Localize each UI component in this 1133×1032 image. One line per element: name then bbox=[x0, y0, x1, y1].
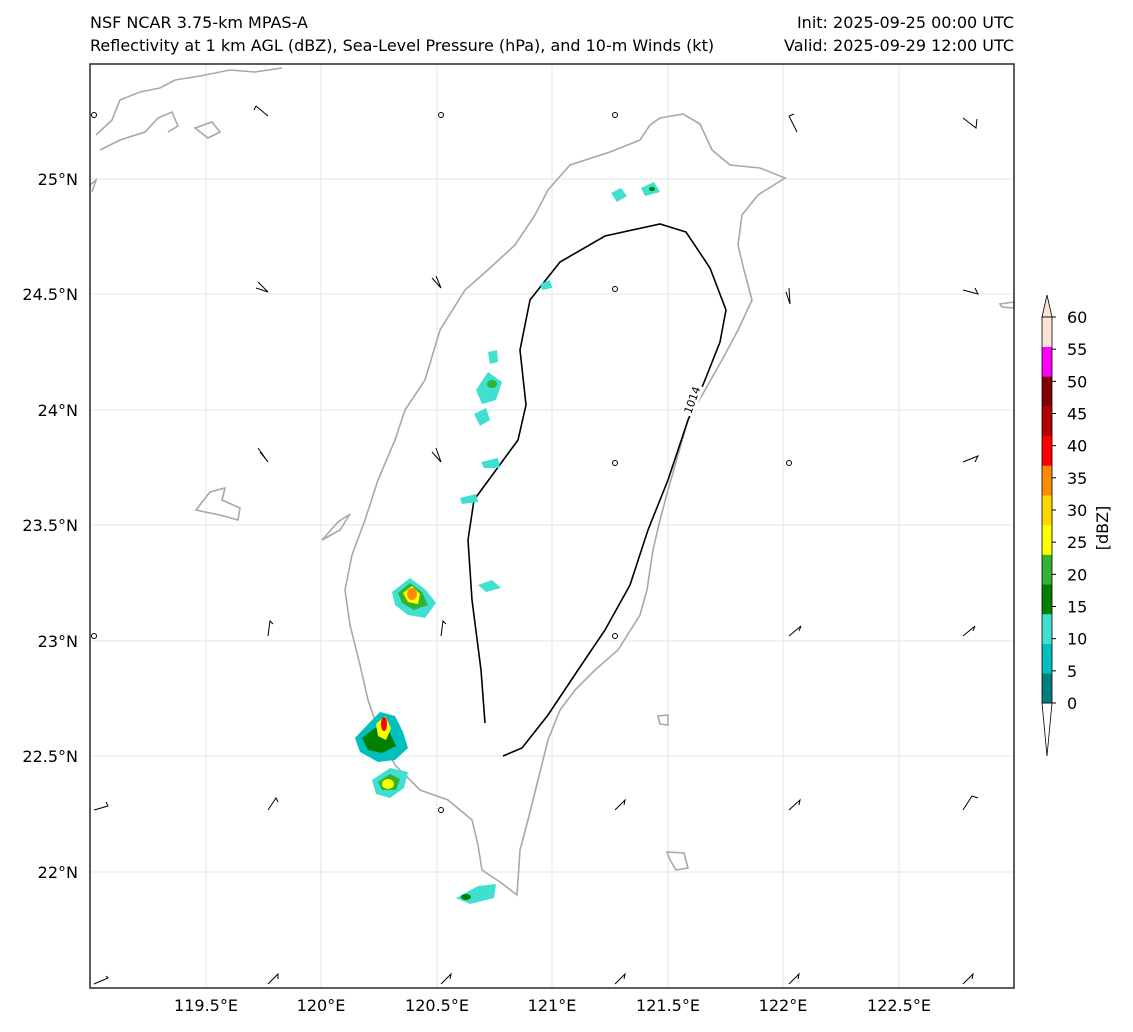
lanyu-island bbox=[665, 851, 689, 871]
wind-barbs bbox=[91, 105, 980, 985]
colorbar-swatch bbox=[1042, 346, 1052, 377]
y-axis-ticks: 25°N 24.5°N 24°N 23.5°N 23°N 22.5°N 22°N bbox=[22, 170, 78, 882]
coastlines bbox=[89, 67, 1015, 897]
colorbar-swatch bbox=[1042, 554, 1052, 585]
mainland-coastline bbox=[89, 67, 1015, 541]
reflectivity-cells bbox=[355, 182, 660, 904]
field-title: Reflectivity at 1 km AGL (dBZ), Sea-Leve… bbox=[90, 36, 715, 55]
colorbar-swatch bbox=[1042, 495, 1052, 526]
colorbar-tick-label: 15 bbox=[1067, 598, 1087, 617]
y-tick-label: 22.5°N bbox=[22, 747, 78, 766]
x-axis-ticks: 119.5°E 120°E 120.5°E 121°E 121.5°E 122°… bbox=[174, 996, 931, 1015]
y-tick-label: 23.5°N bbox=[22, 516, 78, 535]
reflectivity-cell bbox=[456, 884, 496, 904]
y-tick-label: 25°N bbox=[38, 170, 78, 189]
colorbar-tick-label: 40 bbox=[1067, 437, 1087, 456]
x-tick-label: 121.5°E bbox=[636, 996, 700, 1015]
colorbar-swatch bbox=[1042, 406, 1052, 437]
colorbar-tick-label: 35 bbox=[1067, 469, 1087, 488]
colorbar-swatch bbox=[1042, 317, 1052, 347]
penghu-islands bbox=[194, 486, 241, 522]
isobar-label-bg bbox=[679, 382, 705, 418]
colorbar: 0 5 10 15 20 25 30 35 40 45 50 55 60 [dBZ] bbox=[1041, 294, 1112, 757]
x-tick-label: 121°E bbox=[528, 996, 577, 1015]
x-tick-label: 122°E bbox=[759, 996, 808, 1015]
colorbar-swatch bbox=[1042, 465, 1052, 496]
x-tick-label: 119.5°E bbox=[174, 996, 238, 1015]
colorbar-bottom-extend bbox=[1041, 702, 1053, 757]
colorbar-tick-label: 10 bbox=[1067, 630, 1087, 649]
x-tick-label: 120°E bbox=[297, 996, 346, 1015]
colorbar-tick-label: 0 bbox=[1067, 694, 1077, 713]
colorbar-tick-label: 55 bbox=[1067, 340, 1087, 359]
colorbar-top-extend bbox=[1041, 294, 1053, 318]
colorbar-tick-label: 50 bbox=[1067, 372, 1087, 391]
x-tick-label: 120.5°E bbox=[405, 996, 469, 1015]
colorbar-tick-label: 45 bbox=[1067, 405, 1087, 424]
map-frame bbox=[89, 63, 1015, 989]
colorbar-swatch bbox=[1042, 673, 1052, 704]
model-title: NSF NCAR 3.75-km MPAS-A bbox=[90, 13, 308, 32]
colorbar-swatch bbox=[1042, 643, 1052, 674]
valid-time: Valid: 2025-09-29 12:00 UTC bbox=[783, 36, 1014, 55]
y-tick-label: 24.5°N bbox=[22, 285, 78, 304]
colorbar-tick-label: 25 bbox=[1067, 533, 1087, 552]
reflectivity-cell bbox=[460, 182, 660, 592]
taiwan-coastline bbox=[344, 113, 787, 897]
x-tick-label: 122.5°E bbox=[867, 996, 931, 1015]
reflectivity-cell bbox=[392, 578, 436, 618]
init-time: Init: 2025-09-25 00:00 UTC bbox=[796, 13, 1014, 32]
colorbar-swatch bbox=[1042, 435, 1052, 466]
colorbar-swatch bbox=[1042, 584, 1052, 615]
y-tick-label: 22°N bbox=[38, 863, 78, 882]
colorbar-tick-label: 30 bbox=[1067, 501, 1087, 520]
colorbar-tick-label: 5 bbox=[1067, 662, 1077, 681]
colorbar-swatch bbox=[1042, 524, 1052, 555]
colorbar-unit-label: [dBZ] bbox=[1093, 506, 1112, 551]
green-island bbox=[656, 714, 669, 726]
gridlines bbox=[90, 64, 1014, 988]
colorbar-tick-label: 60 bbox=[1067, 308, 1087, 327]
colorbar-swatch bbox=[1042, 376, 1052, 407]
reflectivity-cell bbox=[355, 712, 408, 798]
colorbar-swatch bbox=[1042, 613, 1052, 644]
y-tick-label: 24°N bbox=[38, 401, 78, 420]
y-tick-label: 23°N bbox=[38, 632, 78, 651]
isobar-1014 bbox=[467, 223, 727, 757]
colorbar-tick-label: 20 bbox=[1067, 565, 1087, 584]
